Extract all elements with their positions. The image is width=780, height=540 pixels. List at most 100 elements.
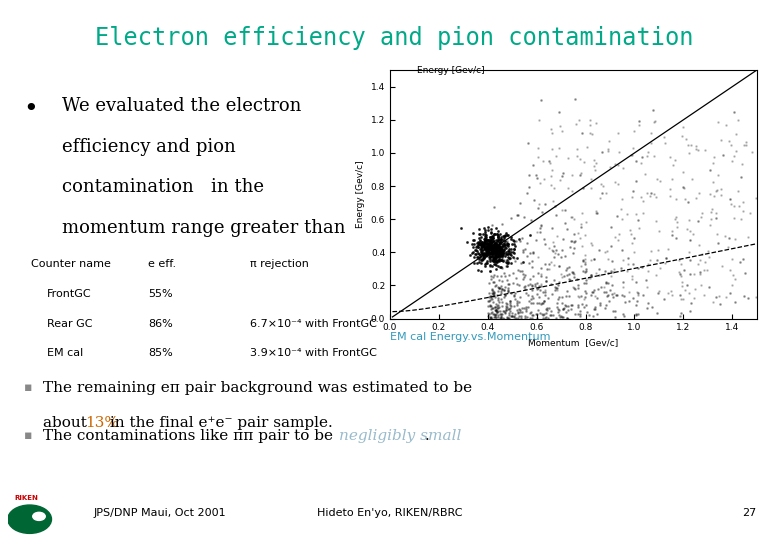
Point [482, 242, 495, 251]
Point [644, 256, 656, 265]
Point [575, 219, 587, 228]
Point [576, 209, 588, 218]
Point [734, 215, 746, 224]
Point [527, 249, 540, 258]
Point [541, 304, 553, 313]
Point [713, 292, 725, 301]
Point [597, 182, 609, 191]
Point [688, 269, 700, 278]
Point [632, 288, 644, 297]
Point [519, 244, 532, 253]
Point [556, 246, 569, 255]
Point [587, 305, 600, 313]
Point [508, 245, 520, 253]
Point [473, 240, 485, 248]
Point [558, 219, 571, 227]
Point [480, 242, 493, 251]
Point [530, 279, 543, 287]
Point [482, 279, 495, 287]
Point [601, 269, 614, 278]
Point [526, 286, 538, 294]
Point [714, 136, 727, 144]
Point [611, 212, 623, 220]
Point [499, 306, 512, 314]
Point [604, 286, 616, 295]
Point [606, 280, 619, 289]
Point [713, 300, 725, 308]
Point [490, 307, 502, 316]
Point [480, 248, 493, 256]
Point [488, 243, 501, 252]
Point [551, 303, 563, 312]
Point [572, 284, 584, 293]
Point [481, 246, 494, 254]
Point [519, 288, 532, 297]
Point [501, 259, 513, 267]
Point [490, 280, 502, 289]
Point [519, 312, 531, 321]
Point [482, 223, 495, 232]
Point [492, 242, 505, 251]
Point [626, 275, 638, 284]
Point [472, 265, 484, 274]
Point [605, 241, 618, 250]
Point [504, 303, 516, 312]
Point [627, 234, 640, 242]
Point [509, 242, 522, 251]
Point [530, 285, 543, 293]
Point [532, 152, 544, 161]
Point [502, 247, 514, 255]
Point [491, 256, 503, 265]
Point [693, 256, 706, 265]
Point [645, 188, 658, 197]
Point [678, 266, 690, 274]
Point [512, 211, 524, 220]
Point [483, 292, 495, 301]
Point [492, 232, 505, 240]
Point [651, 175, 664, 184]
Point [591, 285, 604, 293]
Point [568, 269, 580, 278]
Point [572, 309, 584, 318]
Point [645, 129, 658, 137]
Point [635, 159, 647, 168]
Point [476, 246, 488, 255]
Point [491, 248, 504, 257]
Point [500, 248, 512, 256]
Point [473, 245, 486, 254]
Point [666, 227, 679, 235]
Point [484, 292, 497, 301]
Point [562, 292, 575, 301]
Text: EM cal: EM cal [47, 348, 83, 359]
Point [495, 285, 508, 293]
Point [474, 233, 487, 241]
Point [594, 265, 606, 273]
Text: negligibly small: negligibly small [339, 429, 462, 443]
Point [495, 245, 507, 253]
Point [494, 307, 506, 315]
Point [707, 177, 720, 186]
Point [479, 228, 491, 237]
Point [674, 260, 686, 268]
Point [534, 224, 546, 232]
Point [509, 288, 521, 297]
Point [491, 247, 504, 255]
Point [723, 266, 736, 274]
Point [726, 254, 739, 263]
Point [601, 279, 614, 287]
Point [707, 192, 720, 200]
Point [608, 312, 621, 321]
Point [527, 196, 540, 205]
Point [690, 145, 702, 153]
Point [498, 241, 511, 249]
Point [678, 184, 690, 192]
Point [622, 254, 634, 262]
Point [675, 309, 687, 318]
Point [537, 313, 549, 322]
Point [495, 310, 508, 319]
Point [738, 291, 750, 300]
Point [496, 240, 509, 248]
Point [518, 304, 530, 313]
Point [650, 192, 662, 201]
Point [566, 187, 578, 195]
